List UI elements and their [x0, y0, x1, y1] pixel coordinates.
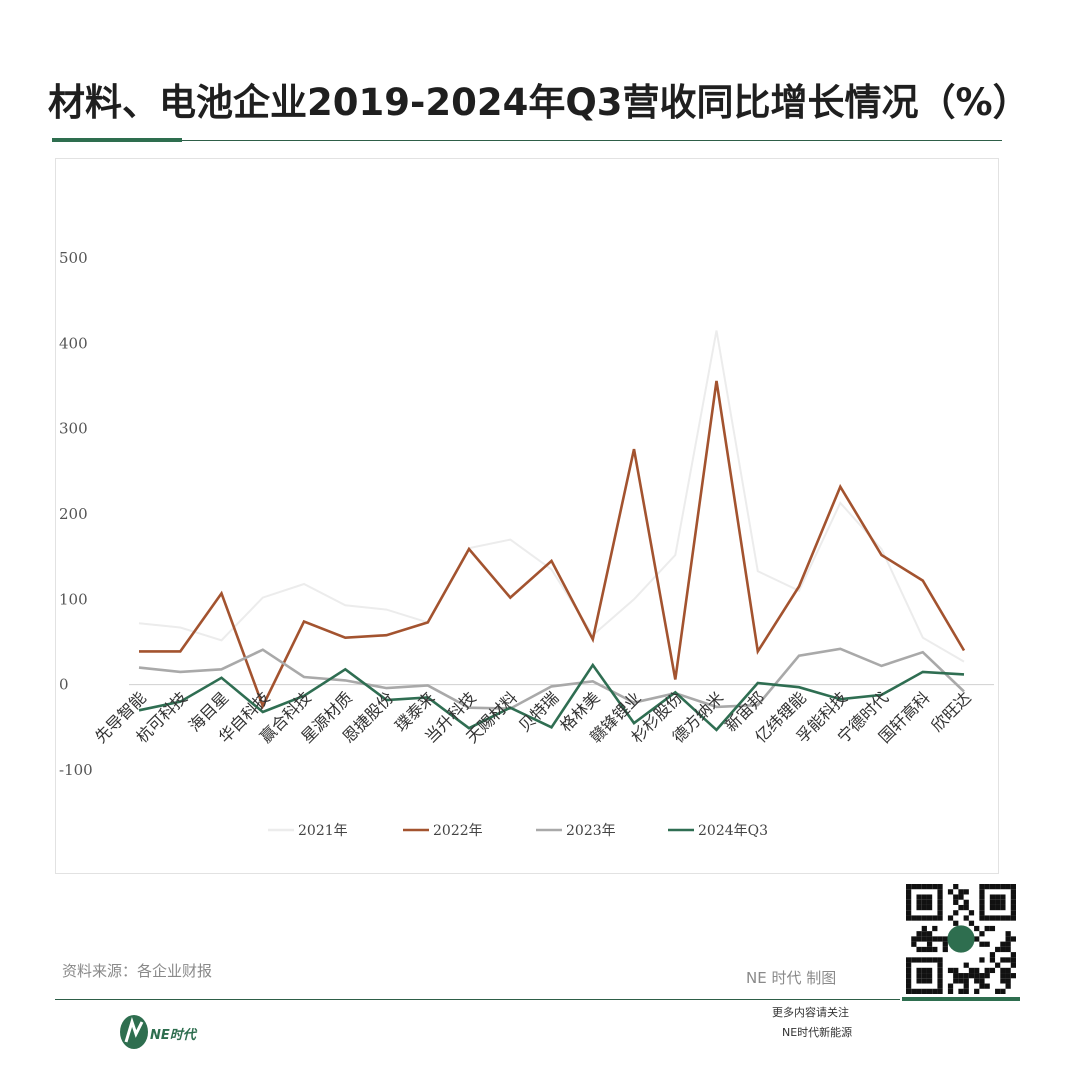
- ne-logo-icon: [120, 1015, 148, 1049]
- follow-text: 更多内容请关注: [772, 1006, 849, 1019]
- y-tick-label: 100: [59, 590, 88, 608]
- x-tick-label: 欣旺达: [927, 688, 974, 735]
- qr-code-icon: [906, 884, 1016, 994]
- y-axis: -100 0 100 200 300 400 500: [59, 249, 93, 779]
- footer-divider: [55, 999, 900, 1000]
- title-accent-bar: [52, 138, 182, 142]
- y-tick-label: 300: [59, 420, 88, 438]
- series-line-3: [138, 662, 965, 732]
- chart-credit: NE 时代 制图: [746, 969, 837, 987]
- logo-text: NE时代: [150, 1028, 196, 1043]
- series-layer: [138, 330, 966, 732]
- legend-label: 2021年: [298, 823, 348, 839]
- source-note: 资料来源：各企业财报: [62, 962, 213, 980]
- legend: 2021年 2022年 2023年 2024年Q3: [268, 823, 768, 839]
- y-tick-label: 500: [59, 249, 88, 267]
- footer-accent-bar: [902, 997, 1020, 1001]
- series-line-1: [139, 380, 966, 710]
- x-tick-label: 贝特瑞: [515, 688, 562, 735]
- y-tick-label: -100: [59, 761, 93, 779]
- legend-label: 2022年: [433, 823, 483, 839]
- title-divider: [52, 140, 1002, 141]
- y-tick-label: 400: [59, 334, 88, 352]
- follow-account: NE时代新能源: [782, 1026, 853, 1039]
- series-line-2: [138, 647, 965, 710]
- y-tick-label: 0: [59, 676, 69, 694]
- y-tick-label: 200: [59, 505, 88, 523]
- legend-label: 2024年Q3: [698, 823, 768, 839]
- legend-label: 2023年: [566, 823, 616, 839]
- series-line-0: [138, 330, 965, 663]
- page-title: 材料、电池企业2019-2024年Q3营收同比增长情况（%）: [48, 81, 1030, 124]
- chart-panel: -100 0 100 200 300 400 500 先导智能 杭可科技 海目星 华自科技 赢合科技…: [55, 158, 999, 874]
